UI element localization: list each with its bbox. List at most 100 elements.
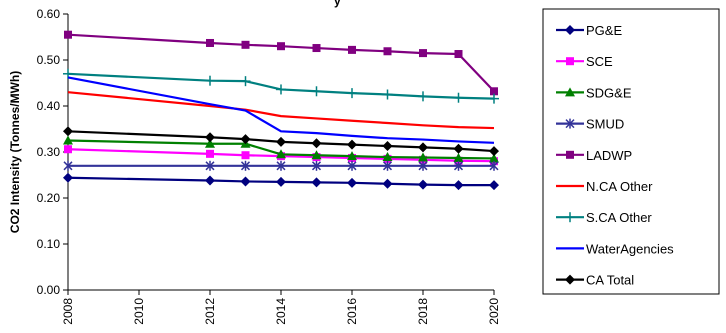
data-point-ladwp <box>241 40 250 49</box>
data-point-ladwp <box>206 38 214 47</box>
data-point-ca-total <box>418 142 428 153</box>
data-point-smud <box>382 160 393 171</box>
legend-label-s-ca-other: S.CA Other <box>586 210 652 225</box>
series-line-s-ca-other <box>67 72 495 100</box>
legend-label-wateragencies: WaterAgencies <box>586 241 674 256</box>
y-tick-label: 0.60 <box>37 7 61 21</box>
data-point-pg-e <box>347 177 357 188</box>
data-point-pg-e <box>240 176 251 187</box>
data-point-sdg-e <box>453 152 464 162</box>
data-point-smud <box>205 160 215 171</box>
data-point-s-ca-other <box>311 86 322 97</box>
data-point-ca-total <box>347 139 357 150</box>
legend-label-sdg-e: SDG&E <box>586 85 632 100</box>
data-point-sdg-e <box>347 151 357 161</box>
x-tick-label: 2010 <box>132 298 146 325</box>
series-line-wateragencies <box>67 76 495 144</box>
legend-item-ca-total: CA Total <box>556 273 634 288</box>
data-point-ca-total <box>489 146 499 157</box>
data-point-s-ca-other <box>63 68 73 79</box>
data-point-sdg-e <box>489 153 499 163</box>
legend-item-sce: SCE <box>556 54 613 69</box>
y-tick-label: 0.50 <box>37 53 61 67</box>
data-point-ladwp <box>277 42 285 51</box>
data-point-smud <box>276 160 286 171</box>
data-point-smud <box>453 160 464 171</box>
data-point-smud <box>347 160 357 171</box>
x-tick-label: 2020 <box>487 298 501 325</box>
data-point-s-ca-other <box>347 88 357 99</box>
legend-marker-sce <box>566 57 574 66</box>
legend-item-s-ca-other: S.CA Other <box>556 210 652 225</box>
data-point-s-ca-other <box>489 93 499 104</box>
data-point-pg-e <box>276 176 286 187</box>
series-wateragencies <box>67 76 495 144</box>
legend-label-ca-total: CA Total <box>586 273 634 288</box>
data-point-ca-total <box>240 134 251 145</box>
legend-label-ladwp: LADWP <box>586 148 632 163</box>
series-s-ca-other <box>63 68 499 104</box>
series-ladwp <box>64 30 498 96</box>
y-tick-label: 0.20 <box>37 191 61 205</box>
data-point-sce <box>241 151 250 160</box>
series-line-sce <box>67 148 495 163</box>
data-point-pg-e <box>311 177 322 188</box>
data-point-sce <box>64 145 72 154</box>
data-point-ladwp <box>348 45 356 54</box>
legend-item-pg-e: PG&E <box>556 23 622 38</box>
data-point-s-ca-other <box>276 84 286 95</box>
data-point-s-ca-other <box>240 76 251 87</box>
data-point-sdg-e <box>418 152 428 162</box>
legend-item-n-ca-other: N.CA Other <box>556 179 653 194</box>
data-point-s-ca-other <box>453 92 464 103</box>
data-point-ca-total <box>63 126 73 137</box>
x-tick-label: 2008 <box>61 298 75 325</box>
data-point-ladwp <box>383 47 392 56</box>
legend-item-sdg-e: SDG&E <box>556 85 632 100</box>
data-point-ladwp <box>64 30 72 39</box>
data-point-ladwp <box>490 87 498 96</box>
data-point-s-ca-other <box>382 89 393 100</box>
y-tick-label: 0.10 <box>37 237 61 251</box>
data-point-sdg-e <box>63 135 73 145</box>
legend-label-pg-e: PG&E <box>586 23 622 38</box>
y-tick-label: 0.30 <box>37 145 61 159</box>
data-point-smud <box>63 160 73 171</box>
data-point-sdg-e <box>276 149 286 159</box>
data-point-smud <box>311 160 322 171</box>
y-tick-label: 0.00 <box>37 283 61 297</box>
data-point-s-ca-other <box>205 75 215 86</box>
legend-item-smud: SMUD <box>556 117 624 132</box>
legend: PG&E SCE SDG&E SMUD LADWP N.CA Other S.CA Othe… <box>542 8 720 295</box>
y-axis-title-group: CO2 Intensity (Tonnes/MWh) <box>8 71 22 233</box>
data-point-pg-e <box>382 178 393 189</box>
data-point-s-ca-other <box>418 91 428 102</box>
data-point-sdg-e <box>382 152 393 162</box>
legend-marker-ladwp <box>566 150 574 159</box>
series-pg-e <box>63 172 499 191</box>
legend-label-smud: SMUD <box>586 117 624 132</box>
data-point-sce <box>206 149 214 158</box>
series-line-ca-total <box>67 130 495 153</box>
data-point-ca-total <box>311 138 322 149</box>
y-axis-title: CO2 Intensity (Tonnes/MWh) <box>8 71 22 233</box>
data-point-ca-total <box>205 132 215 143</box>
data-point-pg-e <box>63 172 73 183</box>
x-tick-label: 2018 <box>416 298 430 325</box>
legend-marker-ca-total <box>565 274 575 285</box>
legend-marker-pg-e <box>565 25 575 35</box>
x-tick-label: 2016 <box>345 298 359 325</box>
data-point-ca-total <box>453 143 464 154</box>
legend-item-ladwp: LADWP <box>556 148 632 163</box>
series-line-sdg-e <box>67 139 495 160</box>
data-point-smud <box>418 160 428 171</box>
data-point-smud <box>489 160 499 171</box>
legend-label-n-ca-other: N.CA Other <box>586 179 653 194</box>
data-point-pg-e <box>418 179 428 190</box>
data-point-smud <box>240 160 251 171</box>
data-point-ladwp <box>419 49 427 58</box>
data-point-ladwp <box>454 50 463 59</box>
data-point-sdg-e <box>311 150 322 160</box>
data-point-sdg-e <box>205 138 215 148</box>
